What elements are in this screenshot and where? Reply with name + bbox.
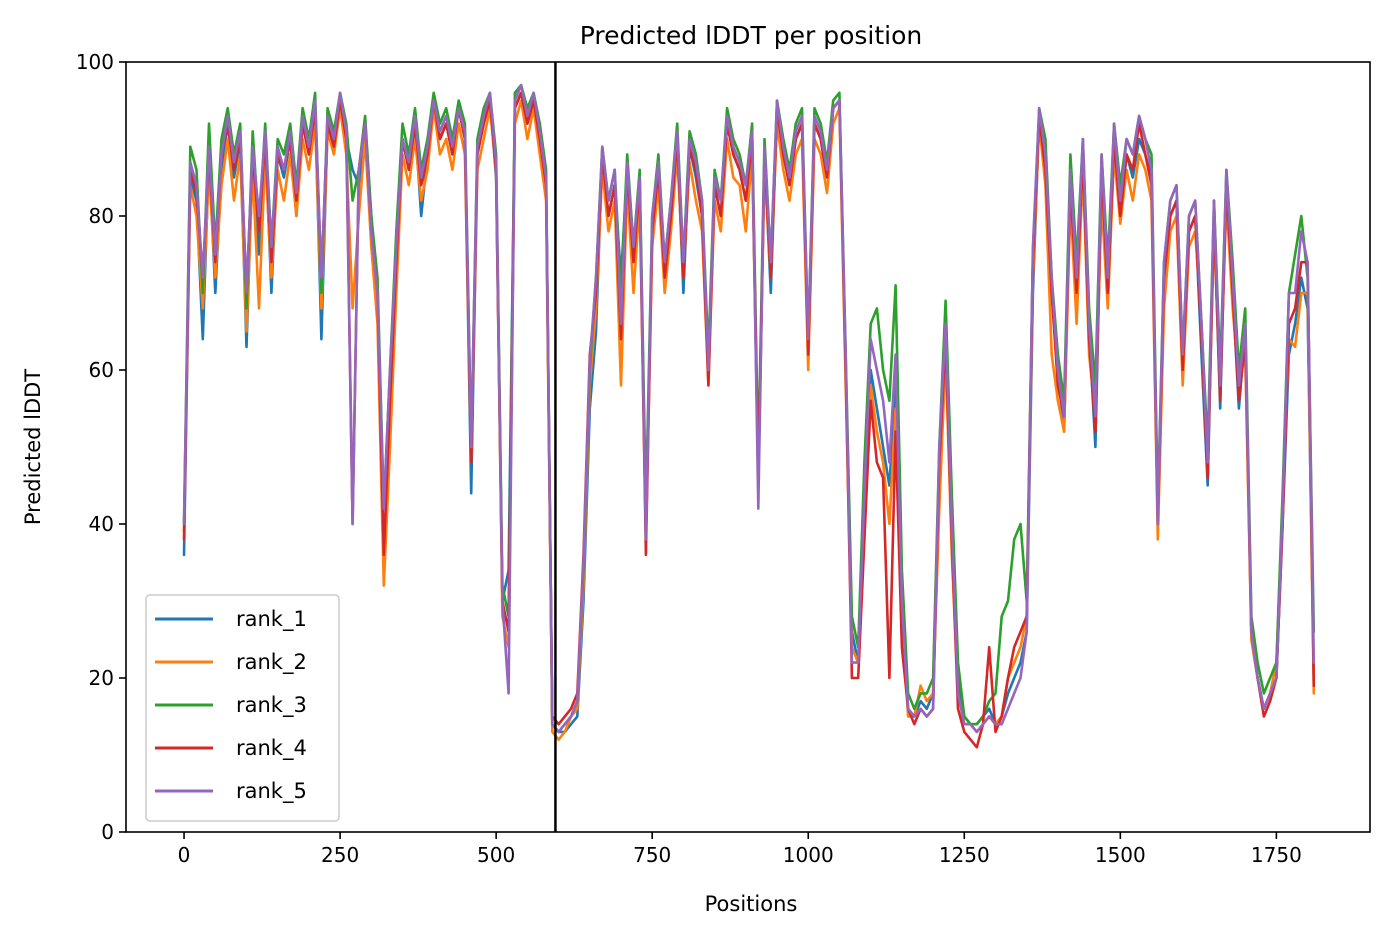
legend: rank_1 rank_2 rank_3 rank_4 rank_5 (145, 594, 340, 822)
y-tick-label: 100 (76, 50, 114, 74)
chart-title: Predicted lDDT per position (580, 21, 922, 50)
x-tick-label: 500 (477, 843, 515, 867)
y-tick-label: 20 (89, 666, 114, 690)
x-tick-label: 1500 (1095, 843, 1146, 867)
x-axis-title: Positions (705, 892, 798, 916)
series-line-rank-2 (182, 99, 1316, 741)
y-tick-label: 40 (89, 512, 114, 536)
x-tick-label: 1250 (939, 843, 990, 867)
y-axis-title: Predicted lDDT (21, 369, 45, 525)
x-tick-label: 750 (633, 843, 671, 867)
y-tick-label: 60 (89, 358, 114, 382)
series-layer (182, 62, 1316, 832)
x-tick-label: 1750 (1251, 843, 1302, 867)
legend-label-rank-1: rank_1 (236, 607, 307, 632)
y-tick-label: 80 (89, 204, 114, 228)
legend-label-rank-3: rank_3 (236, 693, 307, 718)
x-tick-label: 1000 (783, 843, 834, 867)
axes-layer: 0 250 500 750 1000 1250 1500 1750 0 20 40 60 80 100 (76, 50, 1371, 867)
legend-label-rank-5: rank_5 (236, 779, 307, 804)
x-tick-label: 250 (321, 843, 359, 867)
legend-label-rank-4: rank_4 (236, 736, 307, 761)
series-line-rank-5 (182, 83, 1316, 734)
y-tick-label: 0 (101, 820, 114, 844)
axes-frame (125, 61, 1371, 833)
x-tick-label: 0 (178, 843, 191, 867)
legend-frame (145, 594, 340, 822)
legend-label-rank-2: rank_2 (236, 650, 307, 675)
